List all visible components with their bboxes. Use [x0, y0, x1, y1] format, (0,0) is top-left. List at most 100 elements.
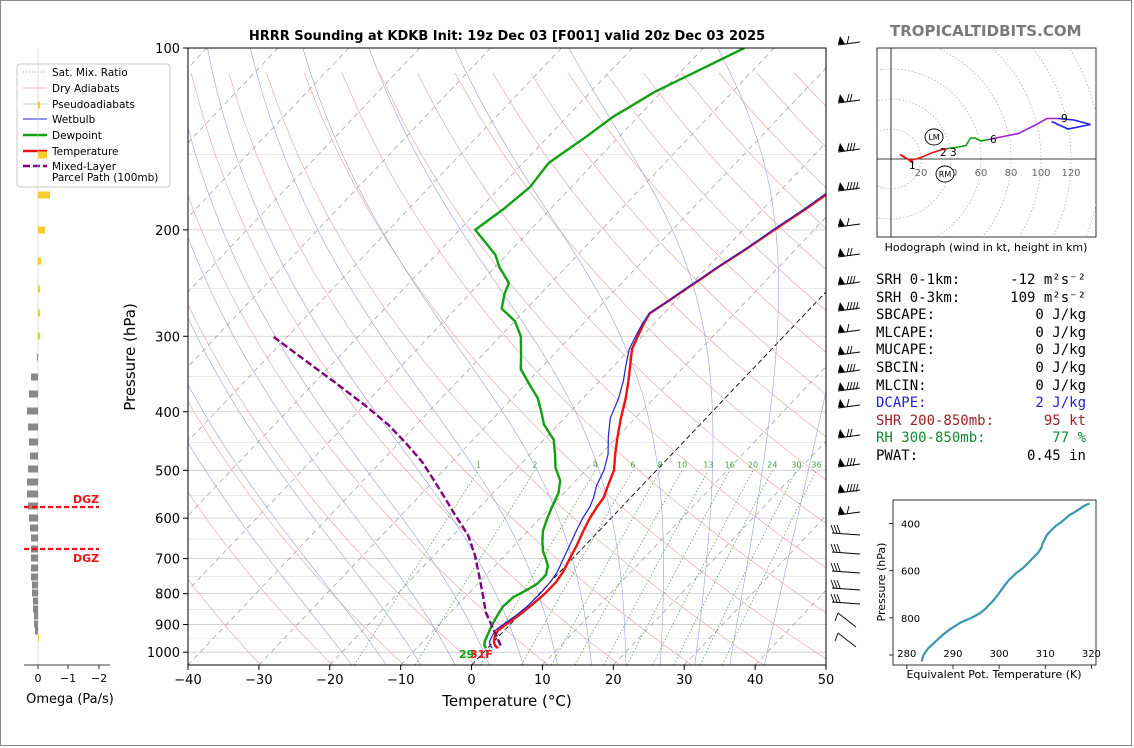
- wind-barb: [830, 593, 861, 605]
- omega-bar: [37, 353, 38, 361]
- mixing-ratio-label: 4: [593, 460, 598, 469]
- storm-motion-marker: [935, 165, 955, 183]
- stat-value: 2 J/kg: [1035, 395, 1086, 412]
- pseudoadiabat: [188, 442, 353, 665]
- mixing-ratio-label: 6: [630, 460, 635, 469]
- wind-barb: [830, 543, 861, 555]
- wind-barb: [837, 345, 861, 356]
- stat-label: SRH 0-3km:: [876, 289, 961, 306]
- y-tick-label: 900: [155, 619, 180, 634]
- wind-barb: [837, 363, 861, 374]
- stat-value: -12 m²s⁻²: [1010, 272, 1086, 288]
- barb-flag: [838, 506, 845, 514]
- barb-feather: [846, 217, 850, 227]
- y-tick-label: 100: [155, 42, 180, 57]
- legend-label: Pseudoadiabats: [52, 99, 135, 111]
- omega-bar: [31, 564, 38, 572]
- wind-barb: [837, 275, 861, 286]
- hodograph-height-label: 1: [909, 160, 916, 172]
- hodograph-tick-label: 120: [1061, 168, 1080, 179]
- theta-e-frame: [892, 499, 1097, 666]
- omega-bar: [28, 423, 38, 431]
- barb-feather: [833, 579, 838, 589]
- barb-feather: [849, 345, 853, 355]
- pseudoadiabat: [207, 48, 524, 665]
- omega-bar: [27, 478, 38, 486]
- isotherm: [542, 366, 826, 665]
- theta-e-x-tick-label: 310: [1036, 649, 1055, 660]
- barb-feather: [846, 345, 850, 355]
- hodograph-tick-label: 20: [915, 168, 928, 179]
- mixing-ratio-label: 13: [703, 460, 713, 469]
- barb-feather: [836, 543, 841, 553]
- series-wetbulb: [489, 192, 826, 649]
- barb-feather: [833, 593, 838, 603]
- barb-feather: [846, 457, 850, 467]
- barb-staff: [837, 511, 861, 516]
- barb-feather: [830, 543, 835, 553]
- stat-row: MLCIN: 0 J/kg: [876, 378, 1116, 396]
- mixing-ratio-label: 8: [658, 460, 663, 469]
- barb-flag: [838, 302, 845, 310]
- isotherm: [188, 48, 775, 665]
- legend-label: Dewpoint: [52, 130, 102, 142]
- barb-feather: [846, 428, 850, 438]
- barb-staff: [837, 41, 861, 46]
- dry-adiabat: [417, 72, 826, 524]
- isotherm: [613, 440, 826, 665]
- hodograph-trace: [947, 137, 989, 150]
- theta-e-x-tick-label: 300: [990, 649, 1009, 660]
- barb-staff: [837, 632, 857, 648]
- hodograph-height-label: 3: [950, 147, 957, 159]
- profile-lines: [271, 48, 826, 650]
- stat-label: SHR 200-850mb:: [876, 412, 995, 429]
- barb-feather: [846, 398, 850, 408]
- barb-feather: [836, 593, 841, 603]
- series-mixed-layer-parcel-path-100mb: [271, 335, 502, 647]
- stat-row: MUCAPE: 0 J/kg: [876, 342, 1116, 360]
- mixing-ratio-line: [354, 470, 479, 665]
- barb-staff: [837, 351, 861, 356]
- barb-feather: [846, 247, 850, 257]
- wind-barb: [830, 524, 861, 536]
- legend-label: Dry Adiabats: [52, 83, 120, 95]
- omega-bar: [38, 151, 47, 159]
- omega-bar: [34, 620, 38, 628]
- barb-feather: [846, 142, 850, 152]
- barb-staff: [831, 587, 861, 591]
- barb-staff: [831, 532, 861, 536]
- hodograph-tick-label: 80: [1005, 168, 1018, 179]
- hodograph-caption: Hodograph (wind in kt, height in km): [885, 241, 1088, 254]
- barb-feather: [849, 181, 853, 191]
- hodograph-height-label: 9: [1061, 113, 1068, 125]
- mixing-ratio-label: 36: [811, 460, 821, 469]
- stat-value: 95 kt: [1043, 412, 1086, 429]
- barb-staff: [831, 601, 861, 605]
- dry-adiabat: [341, 72, 826, 614]
- barb-flag: [838, 182, 845, 190]
- stat-label: SRH 0-1km:: [876, 272, 961, 288]
- stat-label: DCAPE:: [876, 395, 927, 412]
- barb-feather: [849, 142, 853, 152]
- hodograph-height-label: 6: [990, 134, 997, 146]
- omega-bar: [38, 285, 40, 293]
- barb-flag: [838, 346, 845, 354]
- dry-adiabat: [605, 72, 826, 311]
- stat-label: MUCAPE:: [876, 342, 936, 359]
- pseudoadiabat: [764, 389, 826, 665]
- wind-barb: [837, 93, 861, 104]
- series-temperature: [492, 193, 826, 650]
- wind-barb: [837, 247, 861, 258]
- hodograph-tick-label: 60: [975, 168, 988, 179]
- omega-bar: [31, 554, 38, 562]
- stat-label: PWAT:: [876, 447, 919, 464]
- pseudoadiabat: [188, 125, 490, 665]
- mixing-ratio-label: 20: [748, 460, 758, 469]
- barb-feather: [855, 181, 859, 191]
- barb-staff: [831, 570, 861, 574]
- mixing-ratio-line: [574, 470, 683, 665]
- y-tick-label: 500: [155, 464, 180, 479]
- barb-feather: [855, 381, 859, 391]
- pseudoadiabat: [188, 384, 387, 665]
